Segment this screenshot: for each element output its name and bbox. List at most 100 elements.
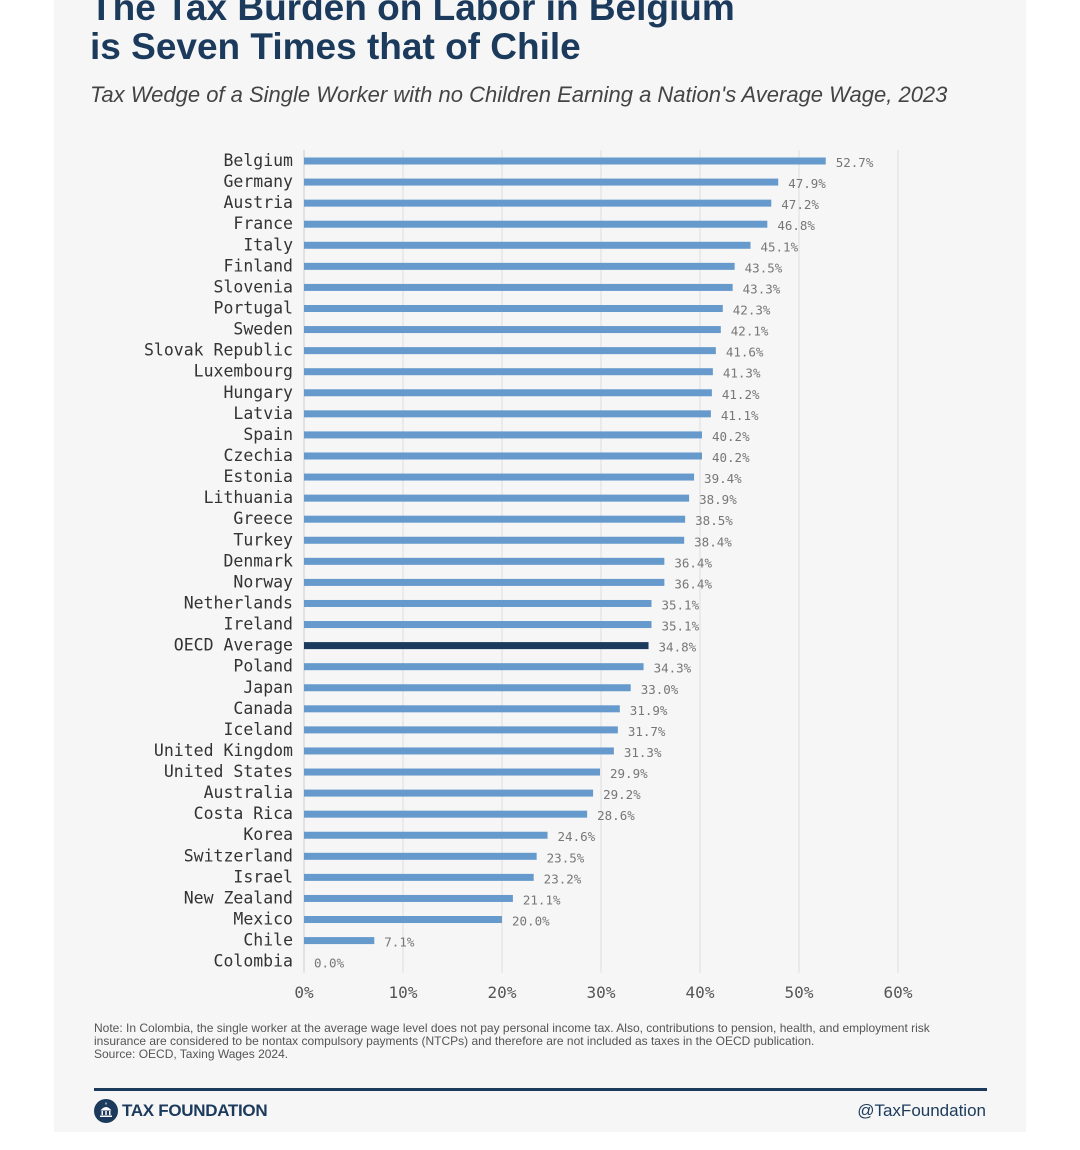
category-label: Slovak Republic <box>144 341 293 360</box>
value-label: 41.3% <box>723 366 761 381</box>
category-label: Costa Rica <box>194 804 293 823</box>
category-label: United States <box>164 762 293 781</box>
category-label: Belgium <box>223 151 293 170</box>
bar <box>304 578 665 586</box>
category-label: Iceland <box>223 720 293 739</box>
value-label: 31.9% <box>630 703 668 718</box>
category-label: Greece <box>233 509 293 528</box>
bar <box>304 810 588 818</box>
value-label: 23.5% <box>547 850 585 865</box>
category-label: Switzerland <box>184 846 293 865</box>
bar <box>304 621 652 629</box>
value-label: 0.0% <box>314 956 345 971</box>
value-label: 7.1% <box>384 935 415 950</box>
category-label: Canada <box>233 699 293 718</box>
category-label: Austria <box>223 193 293 212</box>
value-label: 29.9% <box>610 766 648 781</box>
category-label: Spain <box>243 425 293 444</box>
bar <box>304 705 620 713</box>
category-label: Slovenia <box>214 277 293 296</box>
value-label: 40.2% <box>712 429 750 444</box>
bar <box>304 894 513 902</box>
footer-divider <box>94 1088 987 1091</box>
bar <box>304 452 702 460</box>
value-label: 47.2% <box>781 197 819 212</box>
value-label: 31.7% <box>628 724 666 739</box>
category-label: Finland <box>223 256 293 275</box>
category-label: Hungary <box>223 383 293 402</box>
value-label: 34.3% <box>654 661 692 676</box>
bar <box>304 937 375 945</box>
bar <box>304 557 665 565</box>
bar <box>304 642 649 650</box>
category-label: Australia <box>204 783 293 802</box>
value-label: 43.5% <box>745 260 783 275</box>
x-tick-label: 30% <box>587 983 616 1002</box>
category-label: New Zealand <box>184 888 293 907</box>
capitol-dome-icon <box>94 1099 118 1123</box>
bar <box>304 494 690 502</box>
bar <box>304 220 768 228</box>
bar <box>304 831 548 839</box>
bar <box>304 347 716 355</box>
category-label: France <box>233 214 293 233</box>
x-tick-label: 40% <box>686 983 715 1002</box>
category-label: Norway <box>233 572 293 591</box>
category-label: Mexico <box>233 910 293 929</box>
category-label: OECD Average <box>174 636 293 655</box>
value-label: 39.4% <box>704 471 742 486</box>
bar <box>304 873 534 881</box>
bar <box>304 410 711 418</box>
category-label: Denmark <box>223 551 293 570</box>
category-label: Estonia <box>223 467 293 486</box>
category-label: Sweden <box>233 320 293 339</box>
value-label: 28.6% <box>597 808 635 823</box>
bar <box>304 473 695 481</box>
value-label: 41.1% <box>721 408 759 423</box>
bar <box>304 536 685 544</box>
bar <box>304 241 751 249</box>
value-label: 35.1% <box>661 597 699 612</box>
value-label: 38.4% <box>694 534 732 549</box>
value-label: 38.5% <box>695 513 733 528</box>
category-label: Lithuania <box>204 488 293 507</box>
value-label: 35.1% <box>661 619 699 634</box>
category-label: Poland <box>233 657 293 676</box>
bar <box>304 726 618 734</box>
chart-note: Note: In Colombia, the single worker at … <box>94 1022 974 1061</box>
bar <box>304 431 702 439</box>
bar <box>304 157 826 165</box>
category-label: Portugal <box>214 298 293 317</box>
bar <box>304 304 723 312</box>
category-label: Colombia <box>214 952 293 971</box>
brand-name: TAX FOUNDATION <box>122 1101 268 1120</box>
chart-subtitle: Tax Wedge of a Single Worker with no Chi… <box>90 82 948 107</box>
bar <box>304 663 644 671</box>
value-label: 24.6% <box>558 829 596 844</box>
category-label: Ireland <box>223 615 293 634</box>
value-label: 41.2% <box>722 387 760 402</box>
value-label: 21.1% <box>523 892 561 907</box>
category-label: Italy <box>243 235 293 254</box>
x-tick-label: 60% <box>884 983 913 1002</box>
value-label: 20.0% <box>512 914 550 929</box>
bar <box>304 852 537 860</box>
social-handle: @TaxFoundation <box>857 1101 986 1120</box>
value-label: 47.9% <box>788 176 826 191</box>
tax-foundation-logo: TAX FOUNDATION <box>94 1098 268 1124</box>
bar <box>304 389 712 397</box>
value-label: 52.7% <box>836 155 874 170</box>
bar <box>304 515 686 523</box>
bar <box>304 199 772 207</box>
category-label: Czechia <box>223 446 293 465</box>
value-label: 42.3% <box>733 302 771 317</box>
category-label: Israel <box>233 867 293 886</box>
category-label: Latvia <box>233 404 293 423</box>
category-label: United Kingdom <box>154 741 293 760</box>
bar <box>304 262 735 270</box>
bar <box>304 768 601 776</box>
category-label: Korea <box>243 825 293 844</box>
note-text: Note: In Colombia, the single worker at … <box>94 1021 930 1048</box>
chart-title: The Tax Burden on Labor in Belgium is Se… <box>90 0 735 67</box>
category-label: Luxembourg <box>194 362 293 381</box>
